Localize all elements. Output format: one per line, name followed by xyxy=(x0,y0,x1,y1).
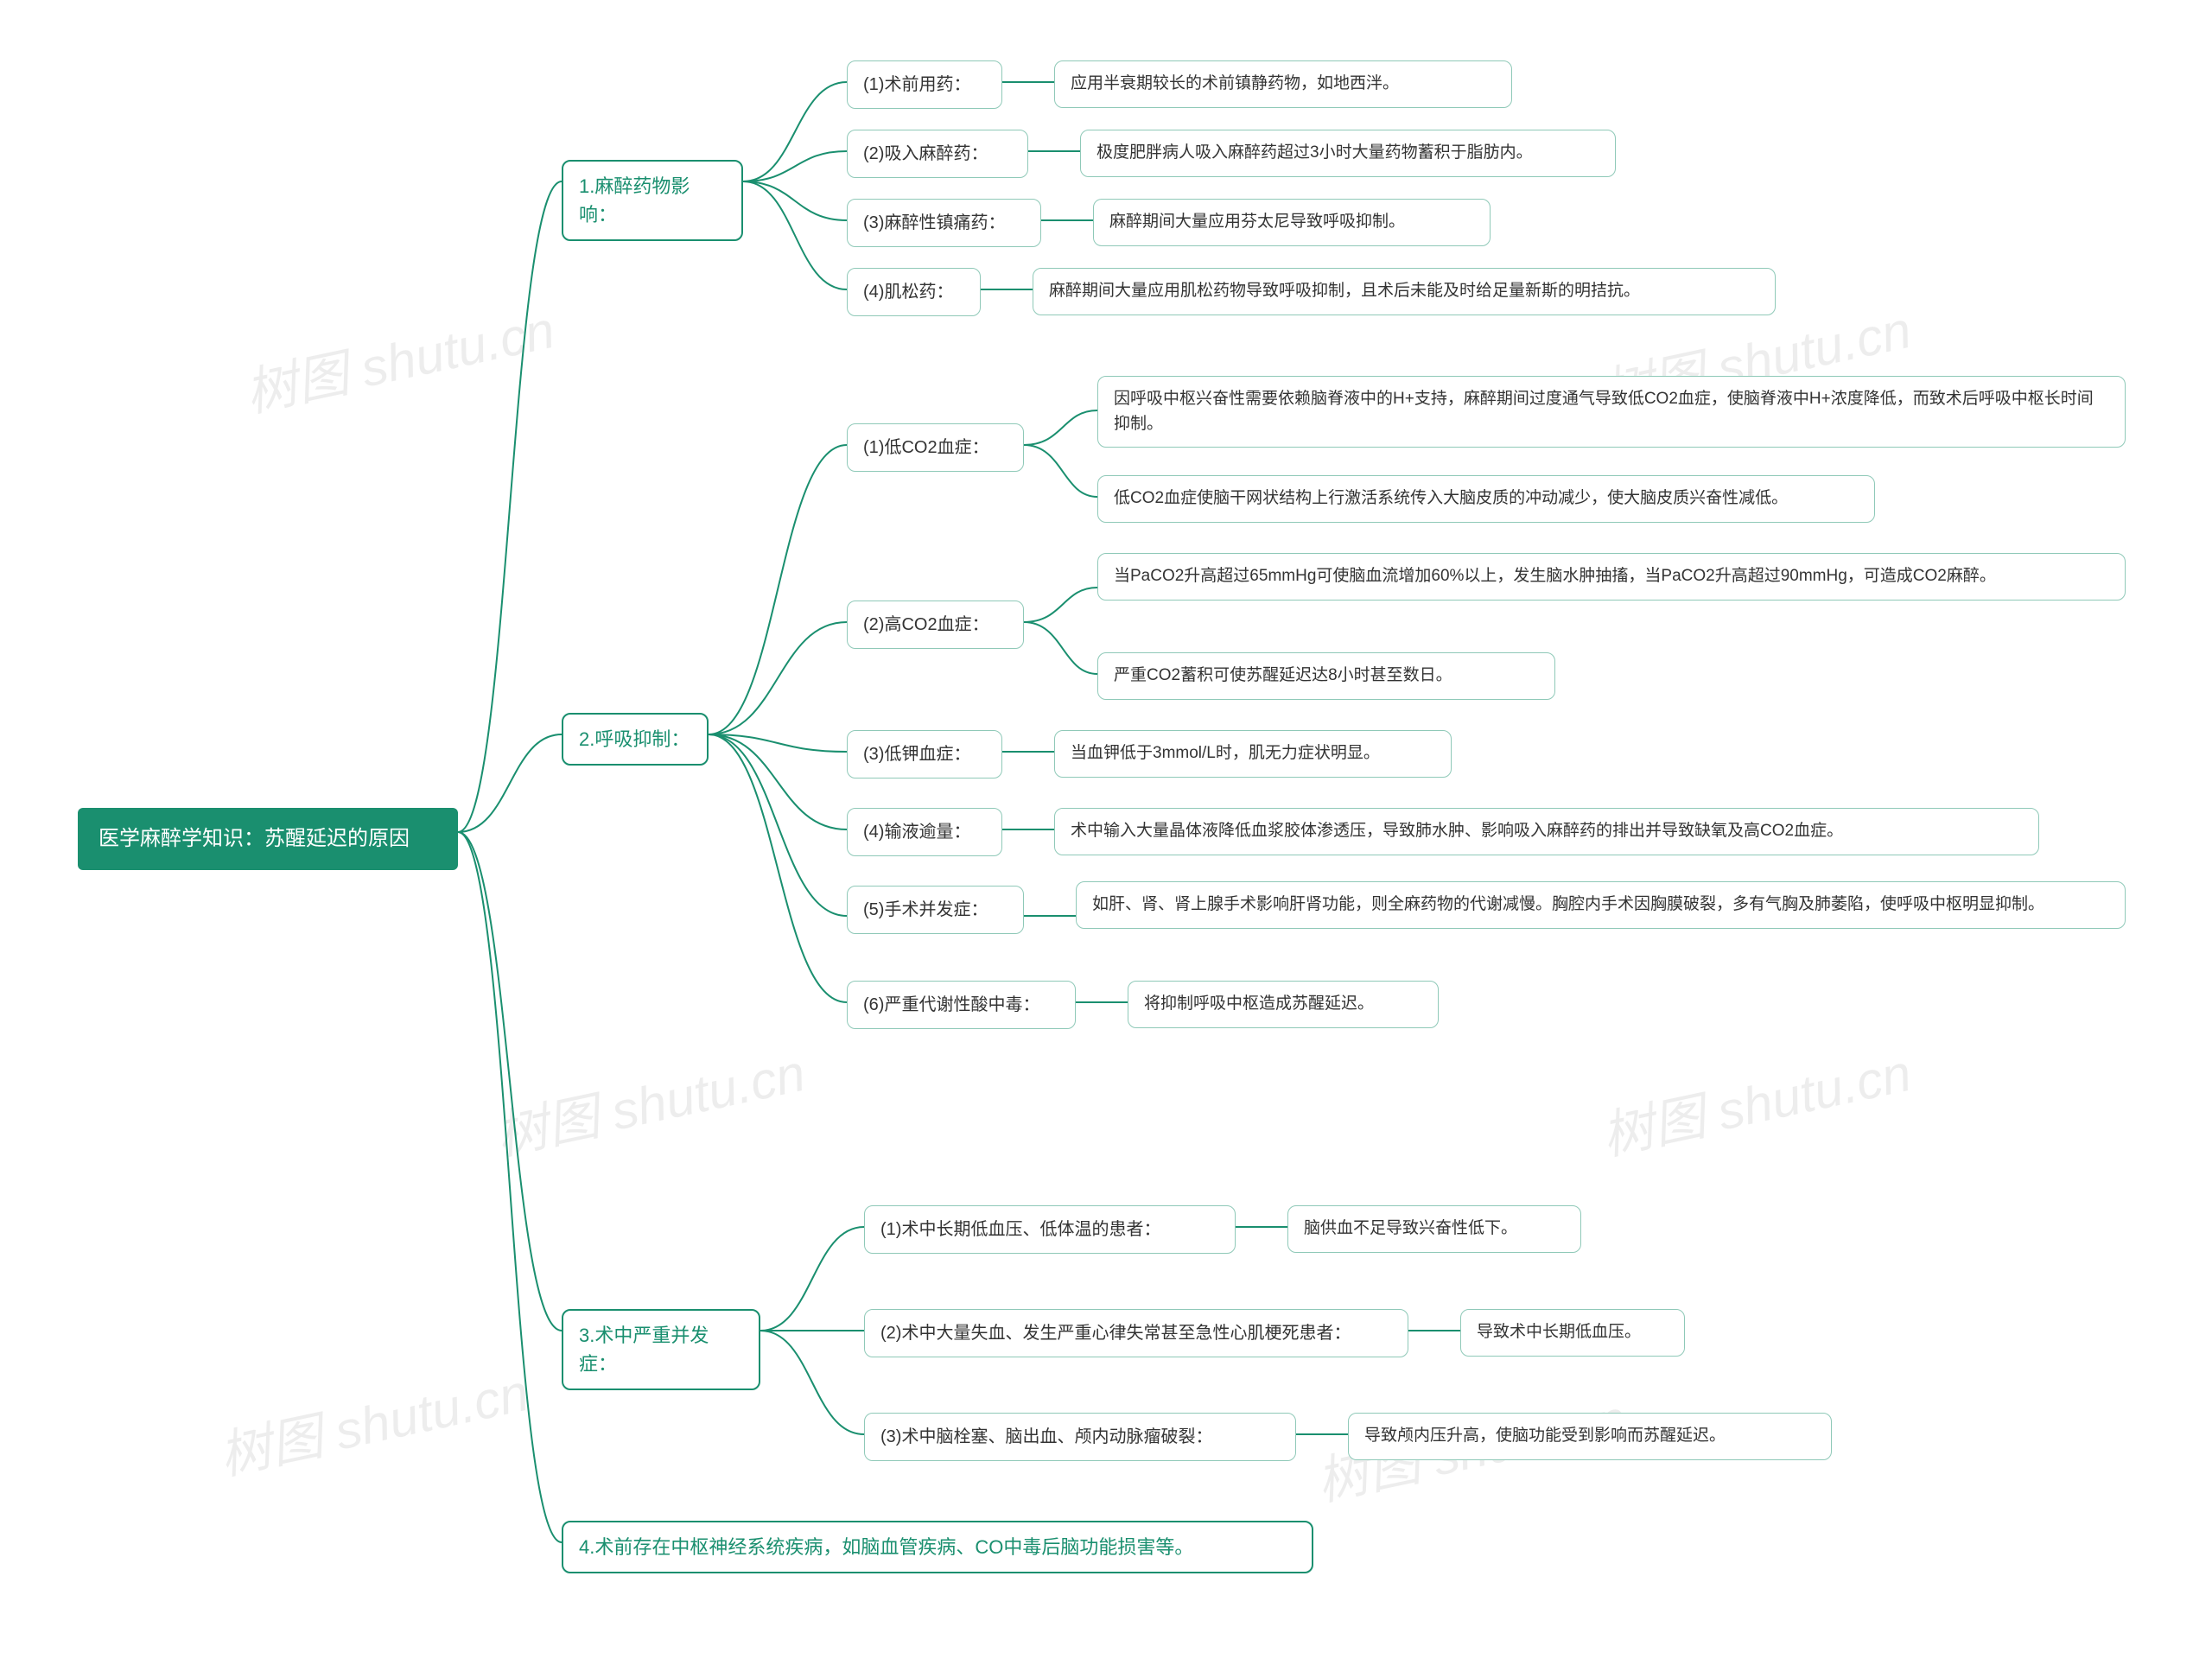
watermark: 树图 shutu.cn xyxy=(1594,1031,1917,1170)
b2-s2-leaf-2: 严重CO2蓄积可使苏醒延迟达8小时甚至数日。 xyxy=(1097,652,1555,700)
watermark: 树图 shutu.cn xyxy=(488,1031,811,1170)
watermark: 树图 shutu.cn xyxy=(212,1350,535,1490)
branch-1: 1.麻醉药物影响： xyxy=(562,160,743,241)
b3-s2-leaf: 导致术中长期低血压。 xyxy=(1460,1309,1685,1357)
b2-s5-leaf: 如肝、肾、肾上腺手术影响肝肾功能，则全麻药物的代谢减慢。胸腔内手术因胸膜破裂，多… xyxy=(1076,881,2126,929)
b1-sub-2: (2)吸入麻醉药： xyxy=(847,130,1028,178)
b3-s3-leaf: 导致颅内压升高，使脑功能受到影响而苏醒延迟。 xyxy=(1348,1413,1832,1460)
b2-s6-leaf: 将抑制呼吸中枢造成苏醒延迟。 xyxy=(1128,981,1439,1028)
b1-leaf-4: 麻醉期间大量应用肌松药物导致呼吸抑制，且术后未能及时给足量新斯的明拮抗。 xyxy=(1033,268,1776,315)
b1-sub-1: (1)术前用药： xyxy=(847,60,1002,109)
b2-sub-3: (3)低钾血症： xyxy=(847,730,1002,778)
root-node: 医学麻醉学知识：苏醒延迟的原因 xyxy=(78,808,458,870)
branch-4: 4.术前存在中枢神经系统疾病，如脑血管疾病、CO中毒后脑功能损害等。 xyxy=(562,1521,1313,1573)
b1-leaf-3: 麻醉期间大量应用芬太尼导致呼吸抑制。 xyxy=(1093,199,1491,246)
branch-3: 3.术中严重并发症： xyxy=(562,1309,760,1390)
b2-s3-leaf: 当血钾低于3mmol/L时，肌无力症状明显。 xyxy=(1054,730,1452,778)
b2-s4-leaf: 术中输入大量晶体液降低血浆胶体渗透压，导致肺水肿、影响吸入麻醉药的排出并导致缺氧… xyxy=(1054,808,2039,855)
branch-2: 2.呼吸抑制： xyxy=(562,713,709,766)
b2-s1-leaf-2: 低CO2血症使脑干网状结构上行激活系统传入大脑皮质的冲动减少，使大脑皮质兴奋性减… xyxy=(1097,475,1875,523)
b3-s1-leaf: 脑供血不足导致兴奋性低下。 xyxy=(1287,1205,1581,1253)
b2-sub-1: (1)低CO2血症： xyxy=(847,423,1024,472)
b2-sub-4: (4)输液逾量： xyxy=(847,808,1002,856)
b1-leaf-2: 极度肥胖病人吸入麻醉药超过3小时大量药物蓄积于脂肪内。 xyxy=(1080,130,1616,177)
b1-sub-4: (4)肌松药： xyxy=(847,268,981,316)
b2-sub-5: (5)手术并发症： xyxy=(847,886,1024,934)
b2-s2-leaf-1: 当PaCO2升高超过65mmHg可使脑血流增加60%以上，发生脑水肿抽搐，当Pa… xyxy=(1097,553,2126,601)
b3-sub-2: (2)术中大量失血、发生严重心律失常甚至急性心肌梗死患者： xyxy=(864,1309,1408,1357)
b2-s1-leaf-1: 因呼吸中枢兴奋性需要依赖脑脊液中的H+支持，麻醉期间过度通气导致低CO2血症，使… xyxy=(1097,376,2126,448)
watermark: 树图 shutu.cn xyxy=(238,288,561,427)
b2-sub-6: (6)严重代谢性酸中毒： xyxy=(847,981,1076,1029)
b1-leaf-1: 应用半衰期较长的术前镇静药物，如地西泮。 xyxy=(1054,60,1512,108)
mindmap-canvas: 树图 shutu.cn 树图 shutu.cn 树图 shutu.cn 树图 s… xyxy=(0,0,2212,1665)
b3-sub-3: (3)术中脑栓塞、脑出血、颅内动脉瘤破裂： xyxy=(864,1413,1296,1461)
b3-sub-1: (1)术中长期低血压、低体温的患者： xyxy=(864,1205,1236,1254)
b1-sub-3: (3)麻醉性镇痛药： xyxy=(847,199,1041,247)
b2-sub-2: (2)高CO2血症： xyxy=(847,601,1024,649)
